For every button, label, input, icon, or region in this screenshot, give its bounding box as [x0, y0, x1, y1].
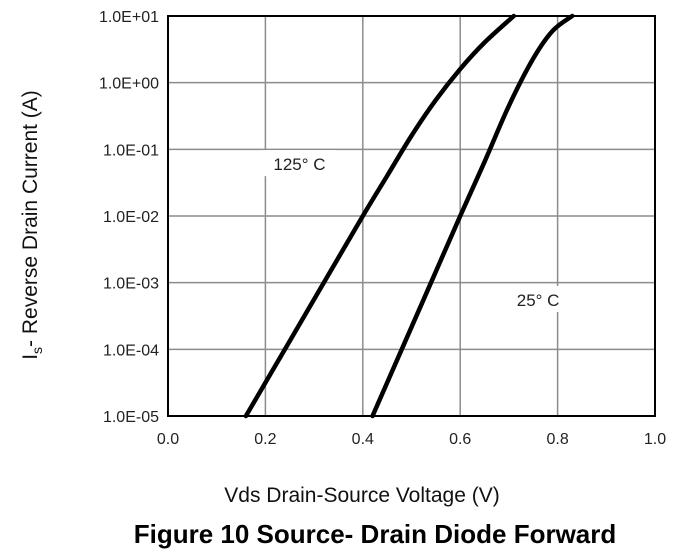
series-line-25c	[370, 13, 575, 419]
x-tick-label: 0.6	[449, 431, 471, 448]
y-axis-label: Is- Reverse Drain Current (A)	[19, 90, 45, 360]
x-axis-label: Vds Drain-Source Voltage (V)	[224, 484, 499, 507]
y-axis-label-sub: s	[29, 347, 45, 354]
x-tick-label: 0.8	[546, 431, 568, 448]
y-tick-label: 1.0E+01	[99, 9, 159, 26]
x-tick-label: 0.2	[254, 431, 276, 448]
x-tick-label: 1.0	[644, 431, 666, 448]
x-tick-labels: 0.0 0.2 0.4 0.6 0.8 1.0	[157, 431, 666, 448]
y-tick-label: 1.0E-01	[103, 142, 159, 159]
y-tick-label: 1.0E-05	[103, 409, 159, 426]
plot-area-frame	[167, 15, 656, 417]
y-tick-label: 1.0E+00	[99, 76, 159, 93]
y-tick-label: 1.0E-03	[103, 276, 159, 293]
figure-caption: Figure 10 Source- Drain Diode Forward	[134, 519, 617, 549]
series-annotation-label: 25° C	[517, 291, 560, 310]
annotation-background	[262, 150, 337, 177]
y-axis-label-rest: - Reverse Drain Current (A)	[19, 90, 42, 347]
series-annotations: 125° C 25° C	[262, 150, 571, 312]
grid	[167, 15, 656, 417]
x-tick-label: 0.4	[352, 431, 374, 448]
y-axis-label-main: I	[19, 354, 42, 360]
series-layer	[243, 13, 575, 419]
x-tick-label: 0.0	[157, 431, 179, 448]
series-annotation-label: 125° C	[273, 155, 325, 174]
y-tick-labels: 1.0E+01 1.0E+00 1.0E-01 1.0E-02 1.0E-03 1.0E-…	[99, 9, 159, 426]
y-tick-label: 1.0E-02	[103, 209, 159, 226]
series-line-125c	[243, 13, 517, 419]
annotation-background	[506, 285, 571, 312]
y-tick-label: 1.0E-04	[103, 342, 159, 359]
